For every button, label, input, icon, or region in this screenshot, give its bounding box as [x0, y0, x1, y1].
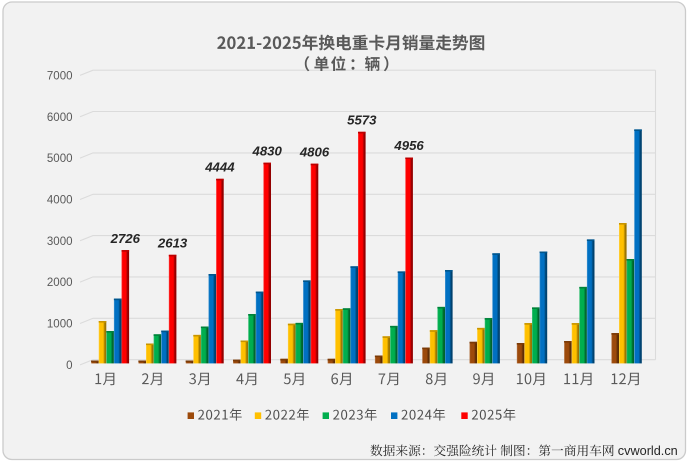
svg-text:2613: 2613	[157, 236, 188, 251]
svg-text:1000: 1000	[47, 319, 73, 331]
svg-text:cvworld.cn: cvworld.cn	[618, 444, 678, 458]
svg-text:4000: 4000	[47, 195, 73, 207]
svg-text:0: 0	[66, 360, 72, 372]
svg-text:2726: 2726	[110, 231, 141, 246]
svg-text:2000: 2000	[47, 277, 73, 289]
svg-text:4444: 4444	[204, 160, 235, 175]
svg-text:5573: 5573	[347, 113, 377, 128]
svg-text:6000: 6000	[47, 112, 73, 124]
svg-text:3000: 3000	[47, 236, 73, 248]
svg-text:5000: 5000	[47, 153, 73, 165]
svg-text:4806: 4806	[299, 144, 330, 159]
svg-text:4830: 4830	[252, 143, 283, 158]
svg-text:7000: 7000	[47, 71, 73, 83]
svg-text:4956: 4956	[393, 138, 424, 153]
